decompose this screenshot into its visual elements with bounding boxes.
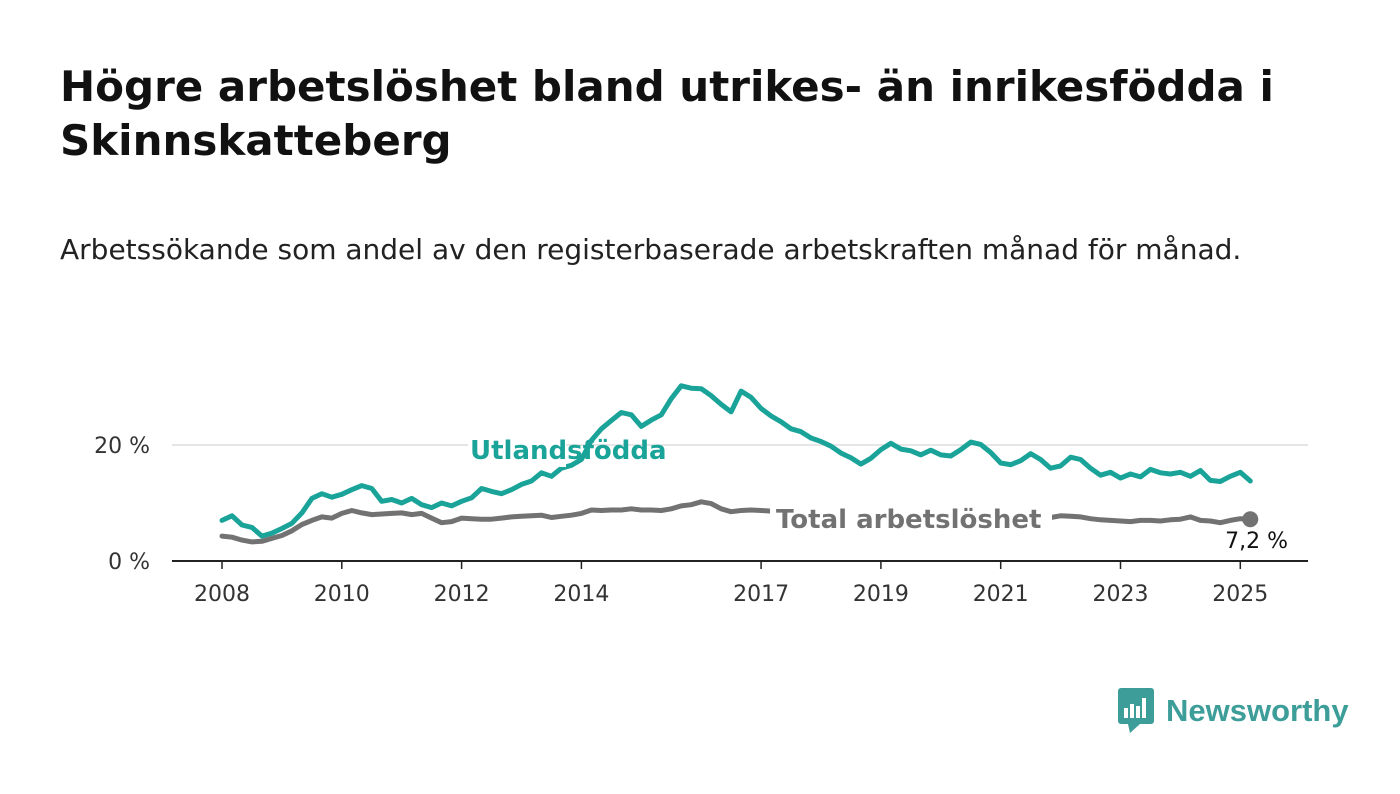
- series-label-total: Total arbetslöshet: [776, 505, 1041, 535]
- series-label-utlandsfodda: Utlandsfödda: [470, 436, 667, 466]
- x-tick-label: 2010: [314, 582, 370, 607]
- x-tick-label: 2012: [434, 582, 490, 607]
- newsworthy-logo: Newsworthy: [1118, 688, 1349, 734]
- series-line-total: [219, 499, 1253, 545]
- x-tick-label: 2021: [973, 582, 1029, 607]
- y-tick-label: 20 %: [94, 434, 150, 459]
- x-tick-label: 2025: [1212, 582, 1268, 607]
- x-tick-label: 2008: [194, 582, 250, 607]
- x-axis: 2008 2010 2012 2014 2017 2019 2021 2023 2025: [172, 560, 1308, 607]
- series-lines: [219, 383, 1253, 545]
- chart-title: Högre arbetslöshet bland utrikes- än inr…: [60, 62, 1274, 165]
- series-line-utlandsfodda: [219, 383, 1253, 539]
- x-tick-label: 2014: [553, 582, 609, 607]
- x-tick-label: 2019: [853, 582, 909, 607]
- y-tick-label: 0 %: [108, 550, 150, 575]
- logo-text: Newsworthy: [1166, 693, 1349, 728]
- y-axis-ticks: 0 % 20 %: [94, 434, 150, 575]
- end-point-marker: [1242, 511, 1259, 528]
- series-labels: Utlandsfödda Total arbetslöshet 7,2 %: [468, 431, 1288, 554]
- end-value-label: 7,2 %: [1225, 529, 1288, 554]
- x-tick-label: 2017: [733, 582, 789, 607]
- label-halo: [770, 498, 1052, 538]
- label-halo: [468, 431, 566, 467]
- x-tick-label: 2023: [1093, 582, 1149, 607]
- chart-subtitle: Arbetssökande som andel av den registerb…: [60, 233, 1242, 266]
- bar-chart-speech-bubble-icon: [1118, 688, 1154, 733]
